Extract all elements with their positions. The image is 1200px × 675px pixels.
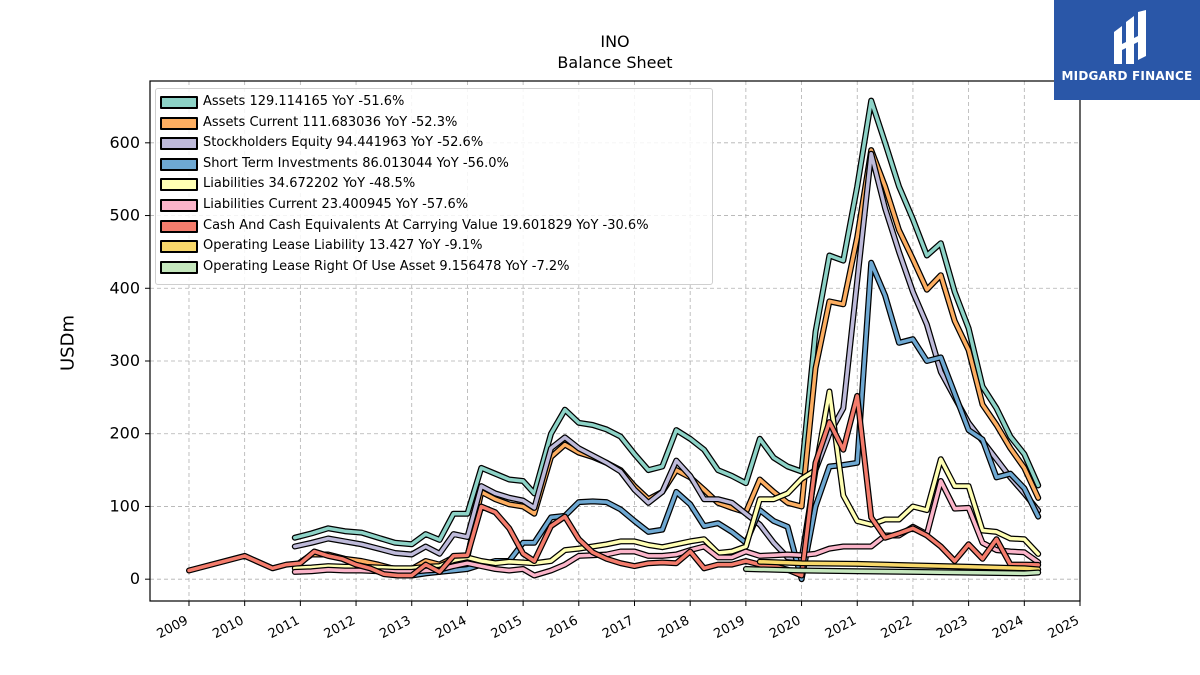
y-axis-label: USDm [57, 315, 79, 371]
legend-item: Assets Current 111.683036 YoY -52.3% [156, 114, 712, 134]
series-line-cash-and-cash-equivalents-at-carrying-value [187, 394, 1040, 578]
x-tick-label: 2025 [1046, 613, 1082, 642]
series-line-operating-lease-liability [758, 559, 1040, 572]
legend-item: Operating Lease Liability 13.427 YoY -9.… [156, 237, 712, 257]
brand-logo: MIDGARD FINANCE [1054, 0, 1200, 100]
x-tick-label: 2022 [879, 613, 915, 642]
x-axis-ticks: 2009 2010 2011 2012 2013 2014 2015 2016 2017 2018… [155, 601, 1082, 642]
legend-swatch [160, 240, 198, 254]
chart-subtitle: Balance Sheet [557, 53, 673, 72]
plot-frame [149, 80, 1081, 602]
x-tick-label: 2010 [210, 613, 246, 642]
y-tick-label: 500 [109, 206, 140, 225]
legend-swatch [160, 260, 198, 274]
y-tick-label: 600 [109, 133, 140, 152]
legend-label: Assets Current 111.683036 YoY -52.3% [203, 114, 458, 130]
x-tick-label: 2013 [377, 613, 413, 642]
legend-label: Operating Lease Liability 13.427 YoY -9.… [203, 238, 483, 254]
legend-swatch [160, 219, 198, 233]
y-tick-label: 100 [109, 496, 140, 515]
chart-title: INO [600, 32, 630, 51]
legend-label: Short Term Investments 86.013044 YoY -56… [203, 155, 509, 171]
legend-item: Stockholders Equity 94.441963 YoY -52.6% [156, 134, 712, 154]
legend-item: Liabilities Current 23.400945 YoY -57.6% [156, 196, 712, 216]
series-line-short-term-investments [409, 261, 1040, 581]
y-axis-ticks: 0 100 200 300 400 500 600 [109, 133, 150, 588]
series-line-assets [293, 98, 1040, 547]
x-tick-label: 2017 [600, 613, 636, 642]
legend-swatch [160, 157, 198, 171]
series-line-operating-lease-right-of-use-asset [744, 567, 1040, 576]
brand-mark-icon [1114, 10, 1146, 64]
legend-item: Cash And Cash Equivalents At Carrying Va… [156, 217, 712, 237]
legend-label: Liabilities Current 23.400945 YoY -57.6% [203, 197, 469, 212]
x-tick-label: 2024 [990, 613, 1026, 642]
legend-label: Assets 129.114165 YoY -51.6% [203, 94, 405, 109]
series-outline-cash-and-cash-equivalents-at-carrying-value [186, 392, 1042, 579]
x-tick-label: 2015 [489, 613, 525, 642]
x-tick-label: 2012 [322, 613, 358, 642]
legend-item: Assets 129.114165 YoY -51.6% [156, 93, 712, 113]
legend-swatch [160, 116, 198, 130]
x-tick-label: 2019 [711, 613, 747, 642]
x-tick-label: 2021 [823, 613, 859, 642]
legend-label: Liabilities 34.672202 YoY -48.5% [203, 176, 416, 192]
x-tick-label: 2011 [266, 613, 302, 642]
x-tick-label: 2014 [433, 613, 469, 642]
x-tick-label: 2023 [934, 613, 970, 642]
legend-swatch [160, 96, 198, 109]
legend-swatch [160, 137, 198, 151]
legend-label: Cash And Cash Equivalents At Carrying Va… [203, 217, 649, 233]
legend-item: Liabilities 34.672202 YoY -48.5% [156, 175, 712, 195]
legend-swatch [160, 178, 198, 192]
x-tick-label: 2020 [767, 613, 803, 642]
legend-swatch [160, 199, 198, 212]
series-line-stockholders-equity [293, 151, 1040, 561]
x-tick-label: 2009 [155, 613, 191, 642]
legend-item: Operating Lease Right Of Use Asset 9.156… [156, 258, 712, 278]
legend-label: Stockholders Equity 94.441963 YoY -52.6% [203, 135, 484, 151]
y-tick-label: 0 [130, 569, 140, 588]
x-tick-label: 2018 [656, 613, 692, 642]
y-tick-label: 200 [109, 424, 140, 443]
series-lines [186, 97, 1042, 583]
y-tick-label: 400 [109, 278, 140, 297]
series-outline-short-term-investments [408, 259, 1042, 583]
legend-item: Short Term Investments 86.013044 YoY -56… [156, 155, 712, 175]
legend-label: Operating Lease Right Of Use Asset 9.156… [203, 258, 570, 274]
brand-name: MIDGARD FINANCE [1061, 69, 1193, 83]
y-tick-label: 300 [109, 351, 140, 370]
legend: Assets 129.114165 YoY -51.6% Assets Curre… [155, 88, 713, 285]
x-tick-label: 2016 [544, 613, 580, 642]
